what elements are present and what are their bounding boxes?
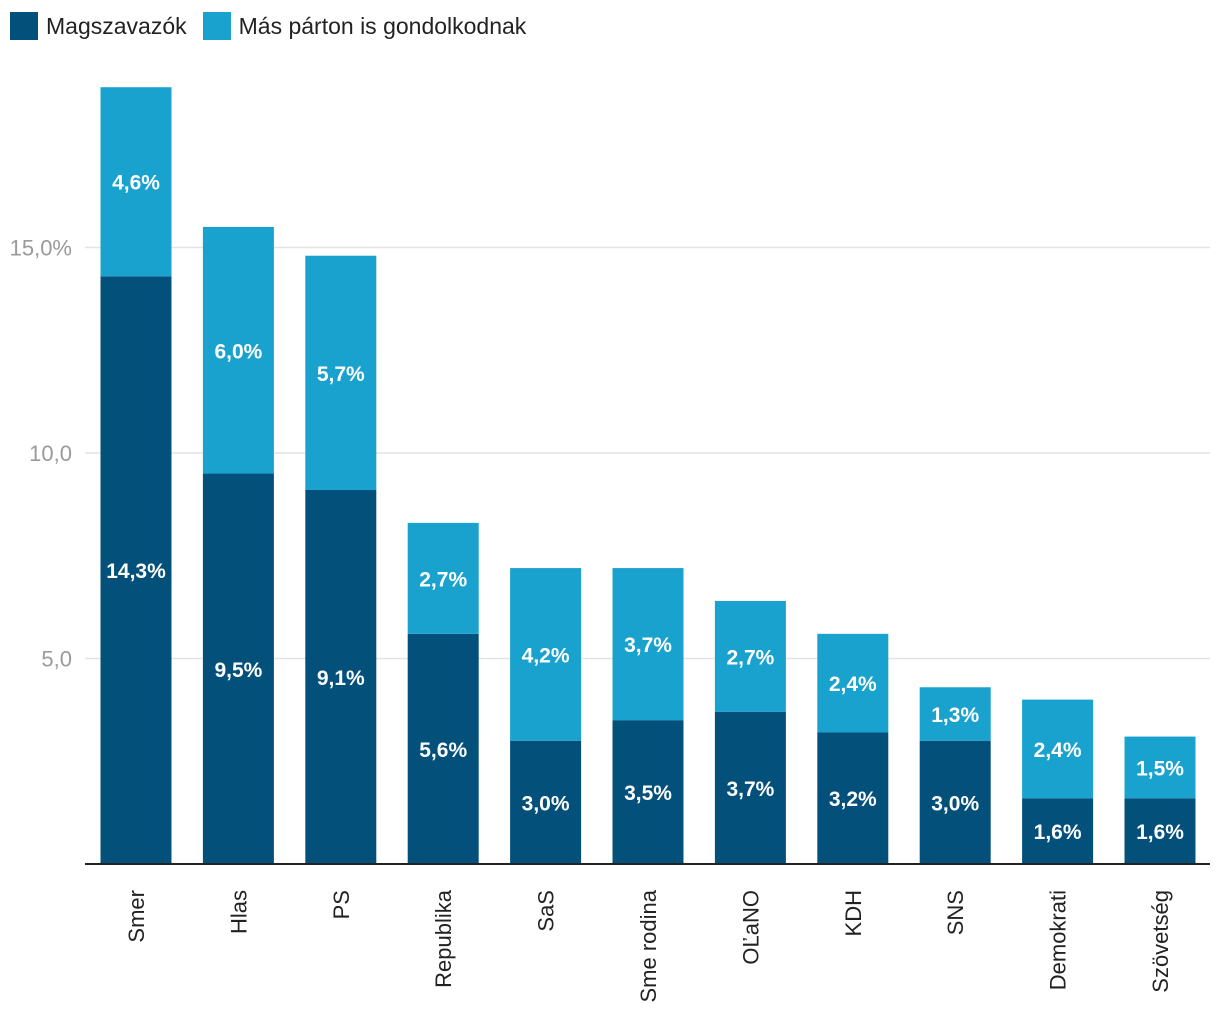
legend: Magszavazók Más párton is gondolkodnak: [10, 12, 542, 40]
x-category-label: Sme rodina: [636, 889, 661, 1002]
y-tick-label: 5,0: [41, 647, 72, 672]
data-label: 3,2%: [829, 788, 877, 811]
data-label: 3,0%: [931, 792, 979, 815]
data-label: 2,4%: [1034, 739, 1082, 762]
x-category-label: KDH: [841, 890, 866, 936]
bar-segment-mas-parton: [714, 600, 786, 712]
data-label: 6,0%: [214, 340, 262, 363]
data-label: 3,5%: [624, 782, 672, 805]
legend-label-magszavazok: Magszavazók: [46, 12, 187, 39]
data-label: 1,6%: [1136, 821, 1184, 844]
bar-segment-magszavazok: [919, 740, 991, 864]
data-label: 5,7%: [317, 363, 365, 386]
data-label: 2,7%: [726, 646, 774, 669]
legend-item-mas-parton: Más párton is gondolkodnak: [202, 12, 527, 40]
y-tick-label: 15,0%: [10, 236, 72, 261]
data-label: 3,0%: [522, 792, 570, 815]
legend-label-mas-parton: Más párton is gondolkodnak: [238, 12, 527, 39]
bar-segment-magszavazok: [100, 276, 172, 864]
data-label: 1,5%: [1136, 757, 1184, 780]
data-label: 9,1%: [317, 667, 365, 690]
x-category-label: Szövetség: [1148, 890, 1173, 993]
bar-segment-magszavazok: [1124, 798, 1196, 864]
x-category-label: Demokrati: [1046, 890, 1071, 990]
bar-segment-mas-parton: [817, 633, 889, 733]
data-label: 1,6%: [1034, 821, 1082, 844]
legend-swatch-mas-parton: [202, 12, 231, 40]
bar-segment-magszavazok: [817, 732, 889, 864]
data-label: 4,6%: [112, 172, 160, 195]
legend-item-magszavazok: Magszavazók: [10, 12, 187, 40]
bar-segment-mas-parton: [1022, 699, 1094, 799]
bar-segment-mas-parton: [612, 568, 684, 721]
legend-swatch-magszavazok: [10, 12, 38, 40]
x-category-label: Republika: [431, 889, 456, 988]
bar-segment-magszavazok: [1022, 798, 1094, 864]
bar-segment-magszavazok: [714, 711, 786, 864]
bar-segment-mas-parton: [100, 87, 172, 277]
y-tick-label: 10,0: [29, 441, 72, 466]
x-category-label: PS: [329, 890, 354, 919]
bar-segment-mas-parton: [305, 255, 377, 490]
bar-segment-mas-parton: [919, 687, 991, 741]
data-label: 5,6%: [419, 739, 467, 762]
bar-segment-magszavazok: [612, 720, 684, 864]
x-category-label: SaS: [534, 890, 559, 932]
data-label: 3,7%: [624, 634, 672, 657]
x-category-label: Smer: [124, 890, 149, 943]
data-label: 2,4%: [829, 673, 877, 696]
bar-segment-magszavazok: [202, 473, 274, 864]
data-label: 2,7%: [419, 568, 467, 591]
x-category-label: OĽaNO: [738, 890, 763, 965]
bar-segment-magszavazok: [407, 633, 479, 864]
bar-segment-magszavazok: [510, 740, 582, 864]
data-label: 14,3%: [106, 560, 166, 583]
data-label: 3,7%: [726, 778, 774, 801]
bar-segment-mas-parton: [407, 522, 479, 634]
bar-segment-magszavazok: [305, 489, 377, 864]
data-label: 1,3%: [931, 704, 979, 727]
x-category-label: Hlas: [226, 890, 251, 934]
bar-segment-mas-parton: [1124, 736, 1196, 799]
bar-segment-mas-parton: [510, 568, 582, 741]
bar-segment-mas-parton: [202, 226, 274, 474]
data-label: 4,2%: [522, 644, 570, 667]
data-label: 9,5%: [214, 659, 262, 682]
x-category-label: SNS: [943, 890, 968, 935]
